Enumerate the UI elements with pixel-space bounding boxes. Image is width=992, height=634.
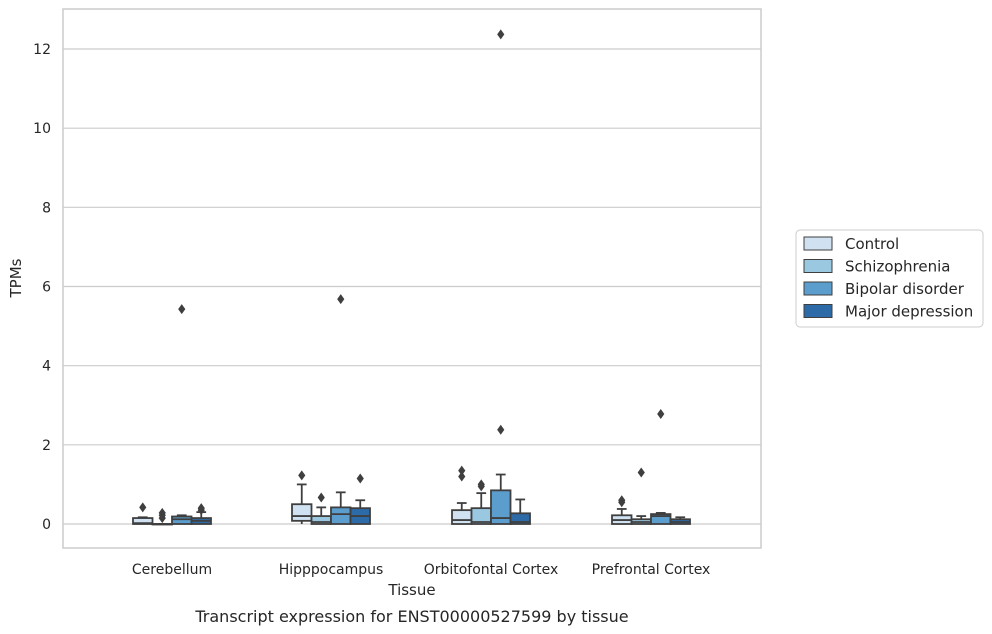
box-schizophrenia [630,467,652,525]
x-tick-label: Hipppocampus [279,562,384,578]
legend-label: Bipolar disorder [845,280,965,298]
legend-label: Major depression [845,303,973,321]
outlier-point [158,507,166,518]
box-control [451,465,473,525]
y-tick-label: 2 [42,438,51,454]
outlier-point [317,492,325,503]
box-control [611,495,633,525]
box-body [451,509,473,525]
box-body [509,512,531,525]
outlier-point [458,465,466,476]
x-axis-label: Tissue [387,581,435,599]
gridlines [63,48,761,525]
box-bipolar-disorder [650,408,672,525]
legend-label: Schizophrenia [845,258,950,276]
box-schizophrenia [151,507,173,526]
y-tick-label: 4 [42,359,51,375]
y-axis-label: TPMs [7,258,25,298]
box-control [132,502,154,525]
legend: Control Schizophrenia Bipolar disorder Majo… [795,229,984,328]
chart-caption: Transcript expression for ENST0000052759… [194,607,628,626]
y-tick-labels: 0 2 4 6 8 10 12 [33,42,51,533]
outlier-point [458,471,466,482]
legend-swatch [803,304,833,318]
outlier-point [637,467,645,478]
outlier-point [197,503,205,514]
box-bipolar-disorder [171,304,193,525]
x-tick-labels: Cerebellum Hipppocampus Orbitofontal Corte… [132,562,710,578]
box-control [291,470,313,524]
y-tick-label: 10 [33,121,51,137]
box-body [490,489,512,525]
box-major-depression [509,498,531,525]
box-plots [132,29,691,526]
outlier-point [657,408,665,419]
box-schizophrenia [470,479,492,525]
box-bipolar-disorder [330,294,352,525]
outlier-point [178,304,186,315]
box-body [291,503,313,522]
box-major-depression [190,503,212,525]
y-tick-label: 12 [33,42,51,58]
plot-area-frame [62,8,762,549]
box-schizophrenia [310,492,332,525]
box-major-depression [349,473,371,525]
outlier-point [337,294,345,305]
box-body [330,506,352,525]
legend-swatch [803,259,833,273]
legend-swatch [803,236,833,251]
legend-frame [795,229,984,328]
outlier-point [497,29,505,40]
outlier-point [497,424,505,435]
legend-label: Control [845,235,899,253]
outlier-point [356,473,364,484]
legend-swatch [803,281,833,296]
outlier-point [477,479,485,490]
x-tick-label: Prefrontal Cortex [592,562,711,578]
y-tick-label: 8 [42,200,51,216]
x-tick-label: Orbitofontal Cortex [424,562,559,578]
y-tick-label: 0 [42,517,51,533]
outlier-point [139,502,147,513]
x-tick-label: Cerebellum [132,562,212,578]
outlier-point [618,495,626,506]
box-major-depression [669,516,691,525]
y-tick-label: 6 [42,280,51,296]
outlier-point [298,470,306,481]
box-bipolar-disorder [490,29,512,525]
box-body [171,515,193,525]
